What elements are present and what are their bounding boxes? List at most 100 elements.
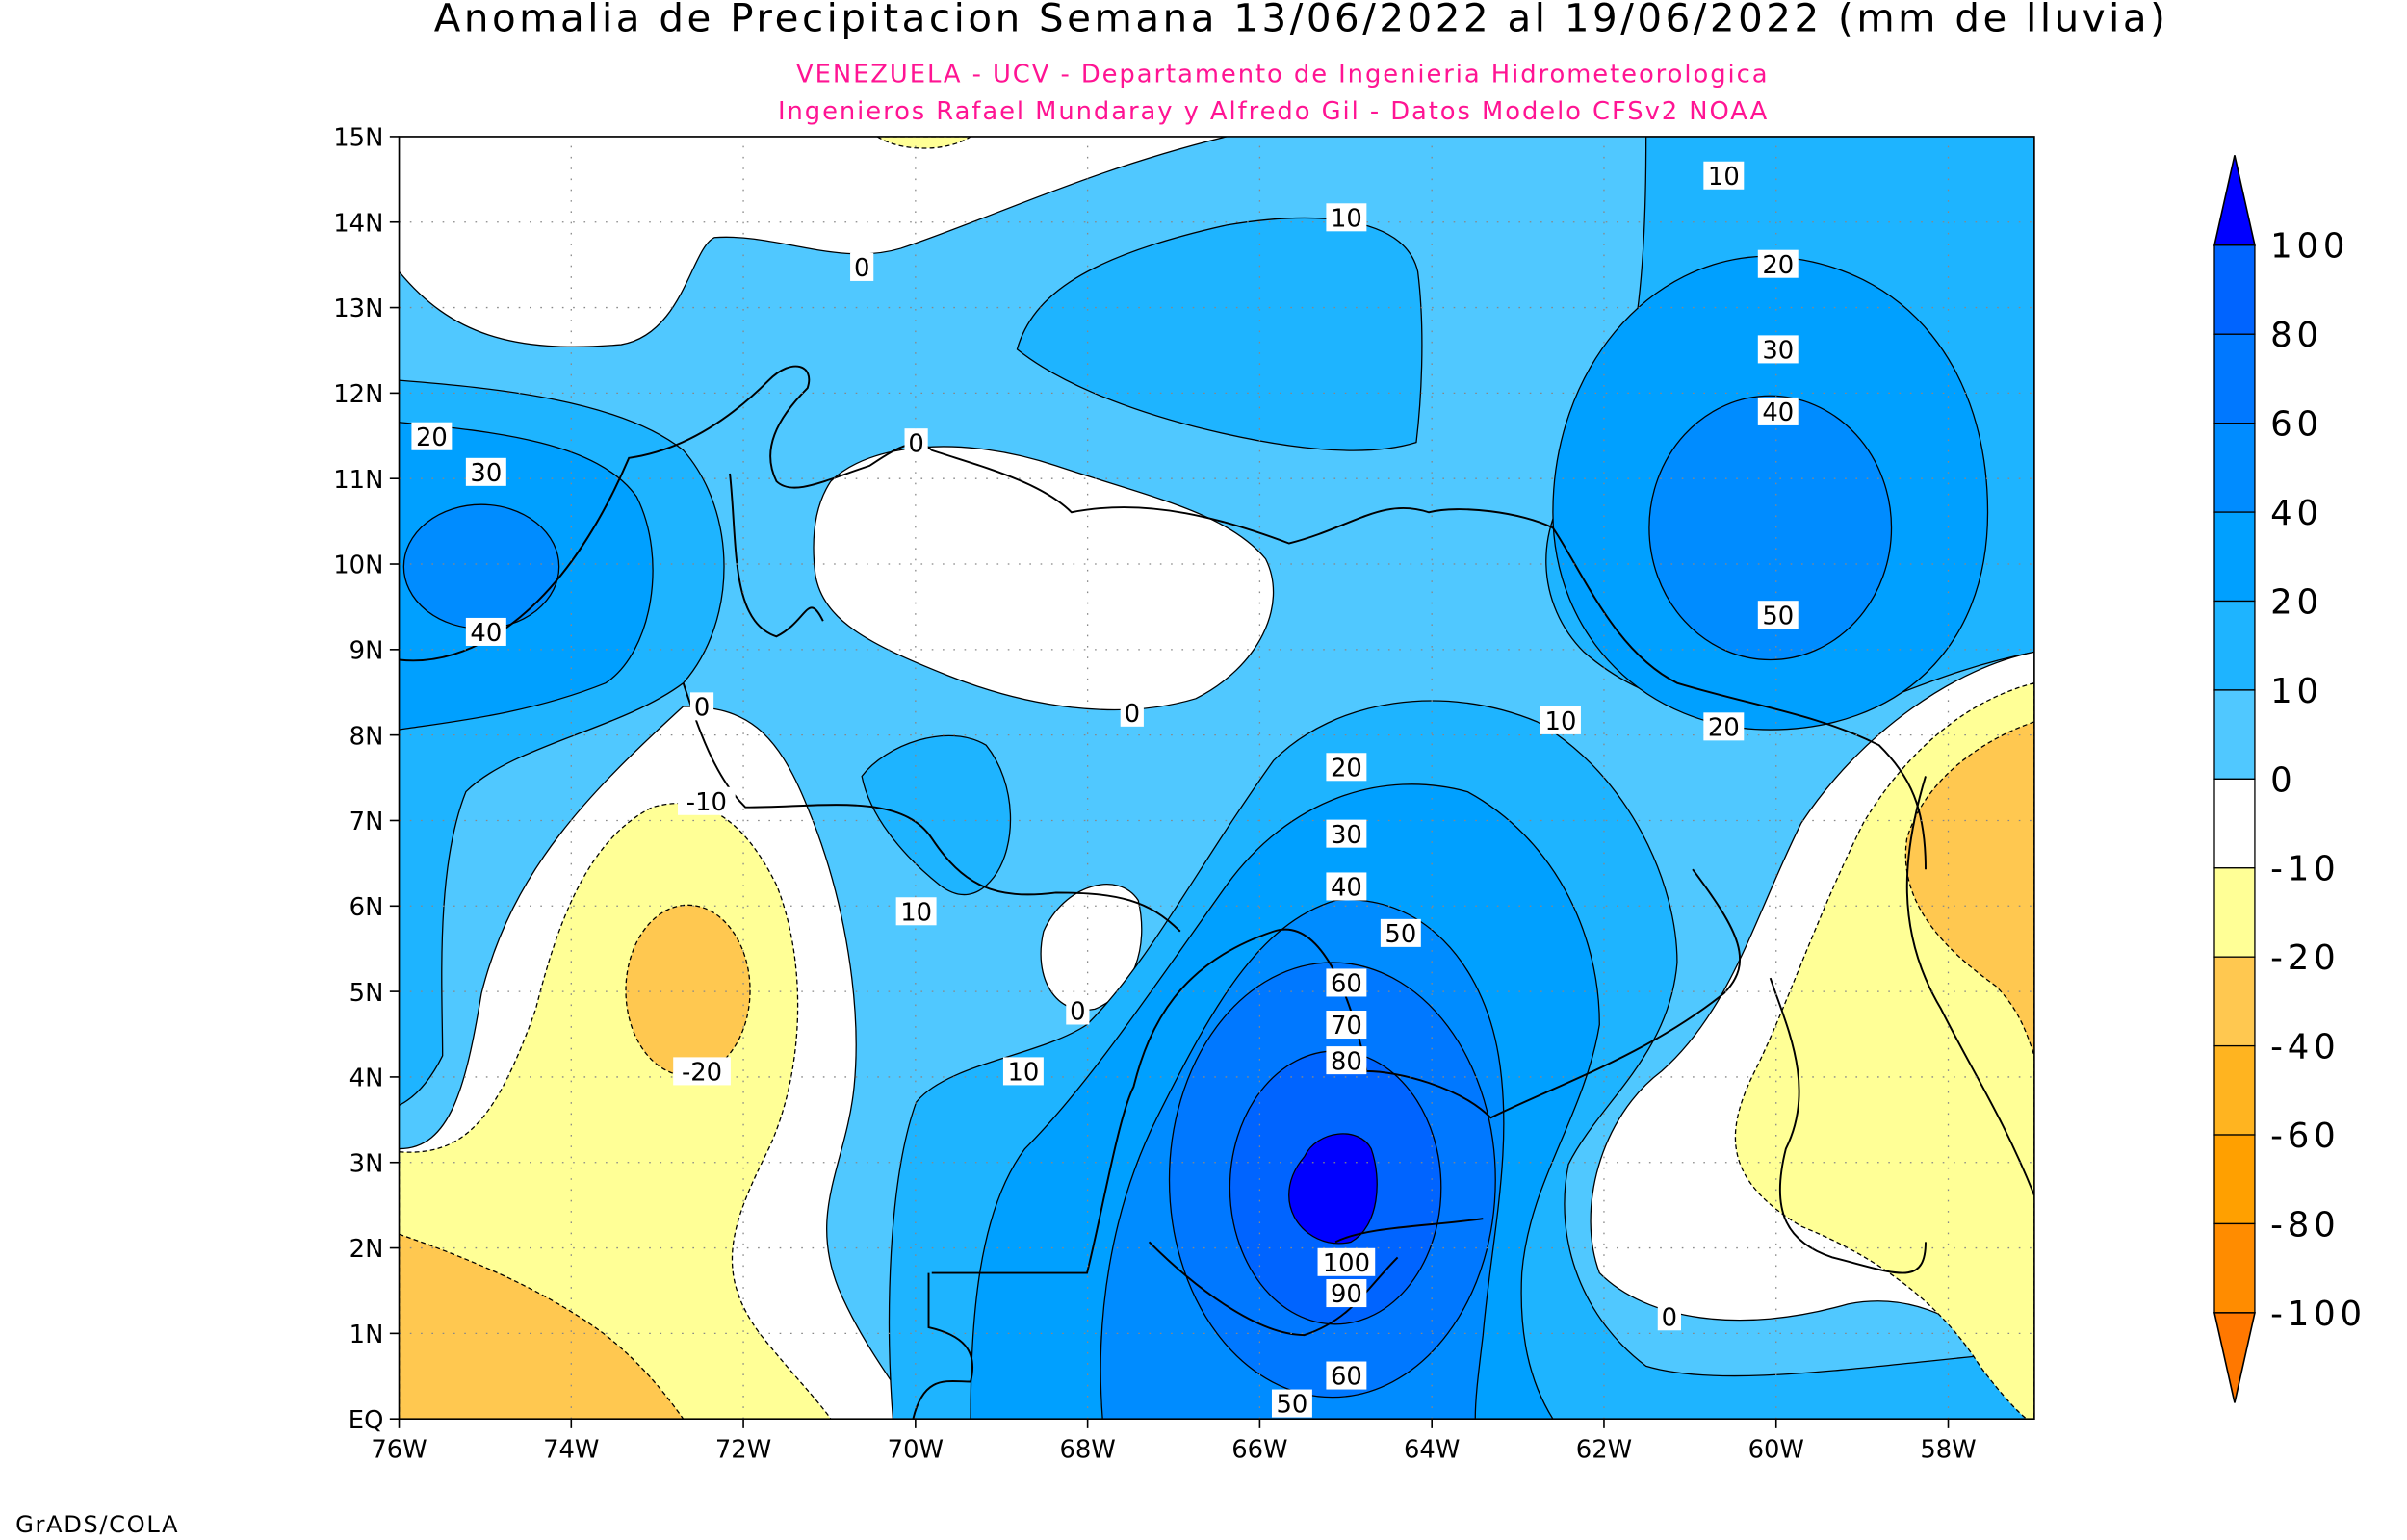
contour-label-bg: [1326, 753, 1367, 782]
footer-credit: GrADS/COLA: [15, 1511, 179, 1538]
lat-tick-label: 7N: [349, 808, 384, 836]
contour-label-bg: [1703, 161, 1745, 190]
fill-10-20-caribbean: [1016, 217, 1423, 451]
fill-neg10-0-central: [813, 446, 1275, 711]
lat-tick-label: 14N: [333, 209, 383, 238]
lat-tick-label: 9N: [349, 637, 384, 666]
contour-label: 0: [854, 254, 869, 283]
contour-label-bg: [465, 457, 506, 486]
contour-label-bg: [895, 897, 937, 926]
contour-label: 40: [470, 619, 502, 648]
contour-label: 50: [1385, 920, 1416, 949]
colorbar-swatch: [2213, 689, 2256, 780]
colorbar-swatch: [2213, 956, 2256, 1047]
contour-label: 0: [1125, 700, 1140, 729]
contour-label: -20: [682, 1059, 722, 1088]
fill-neg10-0-north: [399, 136, 1228, 347]
colorbar-label: 40: [2270, 494, 2323, 533]
lon-tick-label: 70W: [888, 1436, 944, 1465]
colorbar-label: -100: [2270, 1295, 2367, 1334]
contour-label-bg: [1326, 1011, 1367, 1040]
graticule: [399, 136, 2034, 1420]
contour-label-bg: [1326, 203, 1367, 232]
contour-label-bg: [1326, 1279, 1367, 1308]
fill-40-60-east: [1648, 395, 1893, 661]
fill-above-100-south: [1288, 1133, 1378, 1245]
contour-label-bg: [1757, 249, 1799, 278]
fill-neg40-neg20-west: [625, 904, 751, 1077]
contour-label: 30: [1331, 821, 1362, 850]
fill-neg10-0-small: [1040, 884, 1143, 1012]
contour-label-bg: [1120, 698, 1144, 727]
contour-label: 20: [1331, 754, 1362, 783]
contour-label-bg: [850, 252, 874, 281]
contour-label: 20: [1762, 251, 1794, 280]
contour-label-bg: [1326, 968, 1367, 997]
lat-tick-label: 6N: [349, 893, 384, 922]
colorbar-label: 10: [2270, 672, 2323, 711]
plot-frame: [398, 136, 2035, 1420]
lon-tick-label: 74W: [543, 1436, 599, 1465]
contour-label: 60: [1331, 970, 1362, 999]
fill-neg20-neg10-north: [876, 136, 972, 149]
lat-tick-label: 2N: [349, 1235, 384, 1264]
contour-label: 100: [1323, 1249, 1370, 1278]
map-subtitle-1: VENEZUELA - UCV - Departamento de Ingeni…: [796, 60, 1769, 89]
fill-neg40-neg20-east: [1904, 721, 2034, 1056]
colorbar-arrow-max: [2213, 155, 2256, 246]
contour-label-bg: [904, 428, 928, 457]
contour-label: -10: [686, 788, 727, 817]
contour-label-bg: [1066, 996, 1090, 1025]
contour-label: 40: [1331, 874, 1362, 903]
contour-label-bg: [1326, 1046, 1367, 1075]
lat-tick-label: 3N: [349, 1149, 384, 1178]
contour-label-bg: [1380, 918, 1421, 947]
lat-tick-label: 4N: [349, 1065, 384, 1093]
colorbar-swatch: [2213, 1044, 2256, 1136]
colorbar-label: 80: [2270, 316, 2323, 355]
lon-tick-label: 66W: [1231, 1436, 1287, 1465]
colorbar-label: 0: [2270, 760, 2296, 800]
lat-tick-label: 10N: [333, 552, 383, 580]
lat-tick-label: EQ: [349, 1406, 384, 1435]
contour-label: 20: [1708, 714, 1740, 743]
colorbar-swatch: [2213, 333, 2256, 424]
colorbar-swatch: [2213, 423, 2256, 513]
contour-label-bg: [1657, 1302, 1681, 1331]
colorbar-swatch: [2213, 244, 2256, 335]
contour-label: 10: [900, 898, 932, 927]
colorbar-label: -60: [2270, 1116, 2340, 1156]
contour-label-bg: [673, 1057, 731, 1086]
contour-label: 50: [1762, 602, 1794, 630]
contour-label: 30: [1762, 337, 1794, 366]
colorbar-label: -40: [2270, 1028, 2340, 1067]
colorbar-label: 20: [2270, 582, 2323, 622]
contour-label-bg: [1317, 1247, 1376, 1276]
coastline-borders: [399, 365, 2034, 1420]
colorbar-label: -10: [2270, 850, 2340, 889]
contour-label: 70: [1331, 1012, 1362, 1040]
lat-tick-label: 5N: [349, 979, 384, 1008]
lon-tick-label: 76W: [371, 1436, 427, 1465]
contour-label-bg: [1326, 1361, 1367, 1390]
lat-tick-label: 8N: [349, 722, 384, 751]
axes: 15N 14N 13N 12N 11N 10N 9N 8N 7N 6N 5N 4N 3N 2N 1N EQ76…: [333, 124, 1976, 1465]
contour-label: 0: [694, 694, 710, 723]
contour-label: 10: [1331, 204, 1362, 233]
lat-tick-label: 13N: [333, 295, 383, 323]
colorbar-swatch: [2213, 600, 2256, 691]
contour-label: 90: [1331, 1280, 1362, 1309]
contour-label: 60: [1331, 1363, 1362, 1392]
colorbar-swatch: [2213, 511, 2256, 603]
colorbar-label: 60: [2270, 405, 2323, 445]
lat-tick-label: 15N: [333, 124, 383, 153]
contour-label-bg: [1271, 1389, 1312, 1418]
contour-label: 0: [1070, 998, 1085, 1027]
contour-label-bg: [465, 617, 506, 646]
contour-label-bg: [689, 692, 714, 721]
colorbar-swatch: [2213, 778, 2256, 869]
contour-label-bg: [1703, 712, 1745, 741]
